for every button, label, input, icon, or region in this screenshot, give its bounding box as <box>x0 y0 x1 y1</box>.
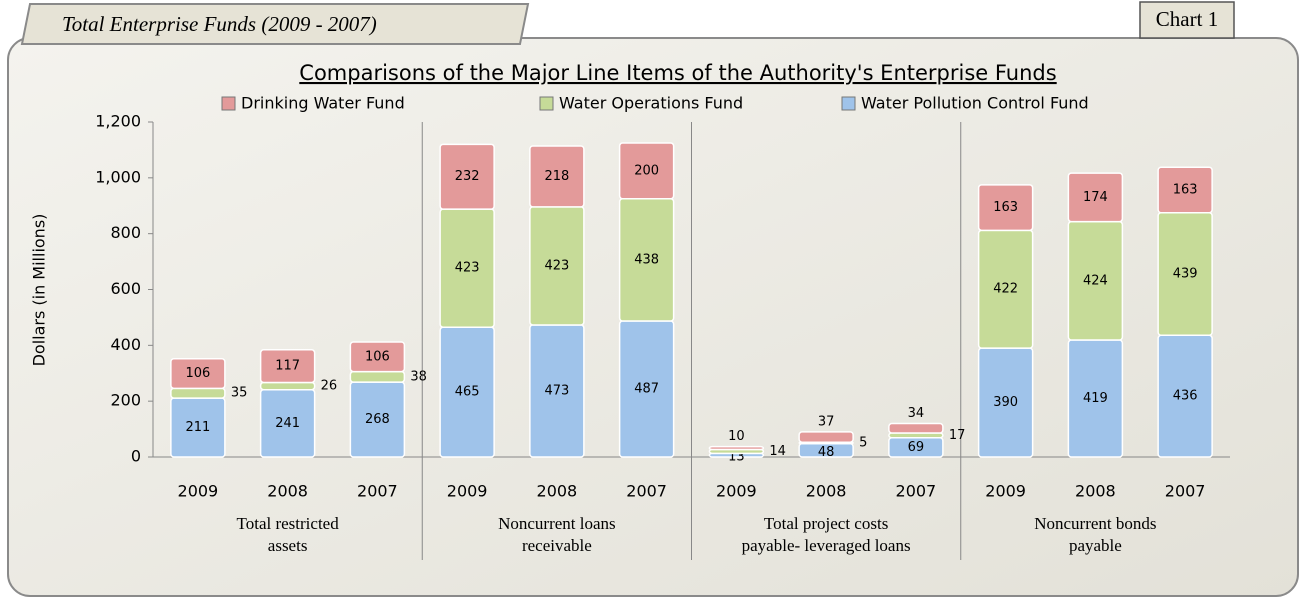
data-label: 38 <box>410 369 427 384</box>
group-label: payable <box>1069 536 1122 555</box>
data-label: 422 <box>993 282 1018 297</box>
bar-segment <box>1157 166 1213 214</box>
data-label: 174 <box>1083 190 1108 205</box>
y-tick-label: 1,000 <box>95 167 141 186</box>
x-tick-label: 2008 <box>806 482 847 501</box>
data-label: 106 <box>365 349 390 364</box>
data-label: 26 <box>321 379 338 394</box>
data-label: 34 <box>908 406 925 421</box>
data-label: 423 <box>455 261 480 276</box>
bar-segment <box>170 357 226 390</box>
group-label: Noncurrent loans <box>498 514 616 533</box>
data-label: 241 <box>275 416 300 431</box>
data-label: 200 <box>634 163 659 178</box>
data-label: 117 <box>275 359 300 374</box>
x-tick-label: 2008 <box>267 482 308 501</box>
bar-segment <box>618 142 675 200</box>
bar-segment <box>259 349 316 384</box>
bar-segment <box>888 422 944 434</box>
data-label: 232 <box>455 169 480 184</box>
group-label: assets <box>268 536 308 555</box>
y-tick-label: 1,200 <box>95 112 141 131</box>
header-tab <box>20 3 530 45</box>
y-tick-label: 600 <box>110 279 141 298</box>
group-label: Total project costs <box>764 514 888 533</box>
chart-label-box <box>1139 1 1235 39</box>
data-label: 48 <box>818 445 835 460</box>
data-label: 423 <box>544 258 569 273</box>
group-label: Total restricted <box>237 514 340 533</box>
header-tab-text: Total Enterprise Funds (2009 - 2007) <box>62 12 377 36</box>
data-label: 390 <box>993 395 1018 410</box>
bar-segment <box>439 143 495 210</box>
data-label: 419 <box>1083 391 1108 406</box>
data-label: 218 <box>544 169 569 184</box>
x-tick-label: 2009 <box>985 482 1026 501</box>
y-tick-label: 400 <box>110 335 141 354</box>
x-tick-label: 2009 <box>447 482 488 501</box>
data-label: 439 <box>1173 267 1198 282</box>
data-label: 10 <box>728 429 745 444</box>
data-label: 35 <box>231 386 248 401</box>
data-label: 17 <box>949 428 966 443</box>
chart-label: Chart 1 <box>1156 7 1218 31</box>
bar-segment <box>170 387 226 399</box>
data-label: 37 <box>818 414 835 429</box>
x-tick-label: 2009 <box>716 482 757 501</box>
data-label: 163 <box>993 200 1018 215</box>
y-tick-label: 200 <box>110 391 141 410</box>
bar-segment <box>798 431 854 443</box>
data-label: 438 <box>634 252 659 267</box>
group-label: Noncurrent bonds <box>1034 514 1156 533</box>
x-tick-label: 2008 <box>1075 482 1116 501</box>
legend-label: Water Pollution Control Fund <box>861 94 1089 113</box>
data-label: 5 <box>859 435 867 450</box>
chart-title: Comparisons of the Major Line Items of t… <box>299 61 1056 85</box>
bar-segment <box>708 445 765 451</box>
y-tick-label: 800 <box>110 223 141 242</box>
y-axis-label: Dollars (in Millions) <box>30 214 49 367</box>
data-label: 69 <box>908 440 925 455</box>
legend-label: Drinking Water Fund <box>241 94 405 113</box>
data-label: 465 <box>455 385 480 400</box>
data-label: 424 <box>1083 273 1108 288</box>
x-tick-label: 2008 <box>537 482 578 501</box>
data-label: 106 <box>185 366 210 381</box>
bar-segment <box>1067 172 1124 223</box>
legend-swatch <box>221 96 236 111</box>
x-tick-label: 2007 <box>626 482 667 501</box>
x-tick-label: 2007 <box>896 482 937 501</box>
legend-label: Water Operations Fund <box>559 94 743 113</box>
x-tick-label: 2007 <box>1165 482 1206 501</box>
bar-segment <box>259 381 316 391</box>
bar-segment <box>349 341 406 373</box>
bar-segment <box>349 370 406 383</box>
group-label: payable- leveraged loans <box>742 536 911 555</box>
data-label: 14 <box>769 444 786 459</box>
x-tick-label: 2009 <box>178 482 219 501</box>
bar-segment <box>977 184 1034 232</box>
data-label: 163 <box>1173 182 1198 197</box>
data-label: 436 <box>1173 389 1198 404</box>
x-tick-label: 2007 <box>357 482 398 501</box>
group-label: receivable <box>522 536 592 555</box>
legend-swatch <box>841 96 856 111</box>
data-label: 487 <box>634 382 659 397</box>
data-label: 211 <box>185 420 210 435</box>
bar-segment <box>529 145 585 208</box>
legend-swatch <box>539 96 554 111</box>
data-label: 473 <box>544 383 569 398</box>
y-tick-label: 0 <box>131 447 141 466</box>
data-label: 268 <box>365 412 390 427</box>
